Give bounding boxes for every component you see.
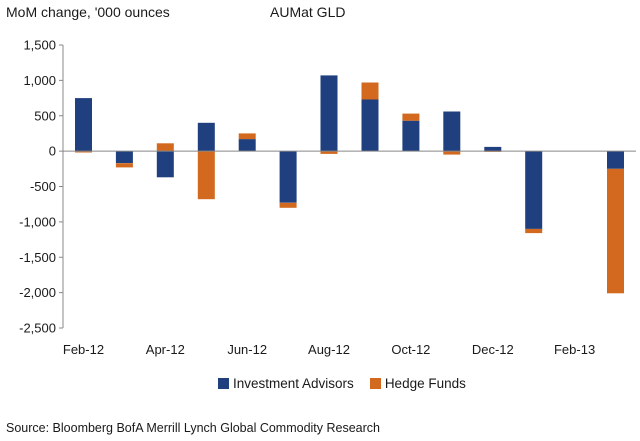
y-tick-label: -500 (30, 179, 56, 194)
bar-hedge-funds-apr-12 (156, 143, 174, 152)
chart-title: AUMat GLD (270, 4, 346, 20)
y-tick-label: 500 (34, 108, 56, 123)
bar-investment-advisors-apr-12 (156, 151, 174, 178)
y-tick-label: 1,000 (23, 73, 56, 88)
bar-hedge-funds-nov-12 (443, 151, 461, 155)
bar-hedge-funds-may-12 (197, 151, 215, 200)
y-tick-label: -1,500 (19, 250, 56, 265)
bar-investment-advisors-may-12 (197, 122, 215, 152)
legend-label-hedge-funds: Hedge Funds (384, 376, 466, 391)
y-tick-label: 1,500 (23, 38, 56, 53)
y-tick-label: -1,000 (19, 214, 56, 229)
legend-swatch-hedge-funds (369, 378, 381, 389)
legend: Investment Advisors Hedge Funds (218, 376, 482, 391)
bar-hedge-funds-aug-12 (320, 151, 338, 154)
y-tick-label: -2,500 (19, 321, 56, 336)
bar-hedge-funds-jun-12 (238, 133, 256, 140)
y-axis-title: MoM change, '000 ounces (6, 4, 170, 20)
bar-investment-advisors-dec-12 (484, 146, 502, 152)
bar-hedge-funds-mar-13 (607, 168, 624, 294)
bar-investment-advisors-nov-12 (443, 111, 461, 152)
bar-investment-advisors-jan-13 (525, 151, 543, 229)
bar-investment-advisors-oct-12 (402, 120, 420, 152)
x-tick-label: Apr-12 (146, 342, 185, 357)
bar-investment-advisors-mar-12 (115, 151, 133, 164)
bar-investment-advisors-sep-12 (361, 99, 379, 152)
legend-item-hedge-funds: Hedge Funds (369, 376, 466, 391)
bar-hedge-funds-oct-12 (402, 113, 420, 121)
x-tick-label: Dec-12 (472, 342, 514, 357)
x-tick-label: Aug-12 (308, 342, 350, 357)
y-tick-label: -2,000 (19, 285, 56, 300)
bar-investment-advisors-feb-12 (75, 98, 92, 152)
x-tick-label: Jun-12 (227, 342, 267, 357)
y-tick-label: 0 (49, 144, 56, 159)
bar-hedge-funds-jan-13 (525, 228, 543, 234)
bar-hedge-funds-feb-12 (75, 151, 92, 153)
bar-hedge-funds-jul-12 (279, 202, 297, 208)
x-tick-label: Oct-12 (391, 342, 430, 357)
legend-swatch-investment-advisors (218, 378, 229, 389)
x-tick-label: Feb-13 (554, 342, 595, 357)
bar-hedge-funds-mar-12 (115, 163, 133, 168)
legend-label-investment-advisors: Investment Advisors (233, 376, 354, 391)
bar-investment-advisors-jun-12 (238, 139, 256, 152)
stacked-bar-chart: 1,500 1,000 500 0 -500 -1,000 -1,500 -2,000 -2,5… (19, 38, 636, 357)
x-tick-label: Feb-12 (63, 342, 104, 357)
source-note: Source: Bloomberg BofA Merrill Lynch Glo… (6, 421, 380, 435)
legend-item-investment-advisors: Investment Advisors (218, 376, 354, 391)
bar-investment-advisors-aug-12 (320, 75, 338, 152)
bar-investment-advisors-jul-12 (279, 151, 297, 203)
bar-investment-advisors-mar-13 (607, 151, 624, 169)
bar-hedge-funds-sep-12 (361, 82, 379, 100)
